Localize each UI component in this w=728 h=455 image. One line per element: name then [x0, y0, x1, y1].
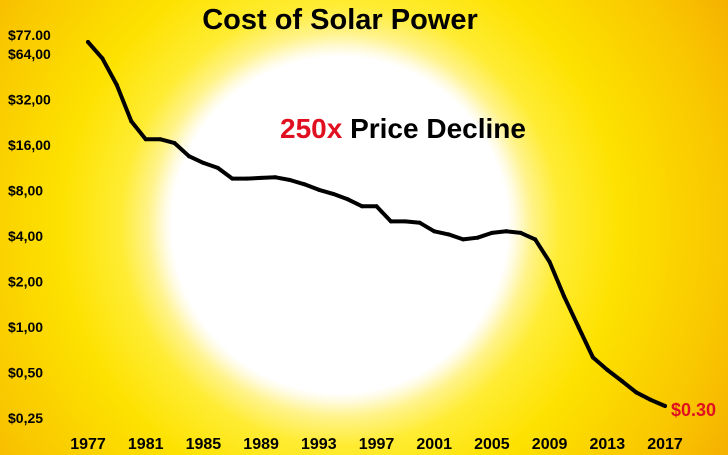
data-point [489, 230, 494, 235]
data-point [417, 220, 422, 225]
x-tick-label: 2017 [647, 436, 683, 453]
annotation-highlight: 250x [280, 113, 343, 144]
y-tick-label: $77.00 [8, 27, 51, 43]
data-point [432, 229, 437, 234]
y-tick-label: $1,00 [8, 319, 43, 335]
x-tick-label: 1981 [128, 436, 164, 453]
y-tick-label: $2,00 [8, 274, 43, 290]
data-point [518, 230, 523, 235]
data-point [316, 187, 321, 192]
data-point [114, 83, 119, 87]
x-axis-ticks: 1977 1981 1985 1989 1993 1997 2001 2005 2009 2013… [70, 436, 683, 453]
data-point [504, 229, 509, 234]
data-point [100, 56, 105, 61]
data-point [302, 182, 307, 187]
data-point [461, 237, 466, 242]
data-point [547, 259, 552, 264]
data-point [201, 160, 206, 165]
x-tick-label: 2005 [474, 436, 510, 453]
price-decline-annotation: 250x Price Decline [280, 113, 526, 145]
y-tick-label: $8,00 [8, 183, 43, 199]
data-point [287, 178, 292, 182]
data-point [446, 232, 451, 237]
x-tick-label: 2001 [416, 436, 452, 453]
x-tick-label: 1977 [70, 436, 106, 453]
y-tick-label: $16,00 [8, 137, 51, 153]
y-axis-ticks: $77.00 $64,00 $32,00 $16,00 $8,00 $4,00 $2,00 $… [8, 27, 51, 426]
data-point [648, 397, 653, 402]
data-point [230, 176, 235, 181]
x-tick-label: 1985 [186, 436, 222, 453]
data-point [619, 378, 624, 383]
data-point [605, 367, 610, 372]
series-line [86, 40, 667, 408]
data-point [403, 219, 408, 224]
data-point [345, 197, 350, 202]
y-tick-label: $32,00 [8, 92, 51, 108]
chart-title: Cost of Solar Power [202, 4, 478, 36]
data-point [158, 137, 163, 142]
data-point [273, 175, 278, 180]
data-point [663, 404, 667, 408]
x-tick-label: 1989 [243, 436, 279, 453]
data-point [533, 237, 538, 242]
x-tick-label: 1997 [359, 436, 395, 453]
y-tick-label: $0,25 [8, 410, 43, 426]
data-point [259, 175, 264, 180]
x-tick-label: 2013 [590, 436, 626, 453]
y-tick-label: $64,00 [8, 46, 51, 62]
x-tick-label: 2009 [532, 436, 568, 453]
data-point [143, 137, 148, 142]
annotation-text: Price Decline [350, 113, 526, 144]
data-point [388, 219, 393, 224]
x-tick-label: 1993 [301, 436, 337, 453]
y-tick-label: $0,50 [8, 365, 43, 381]
end-value-label: $0.30 [671, 400, 716, 420]
data-point [590, 355, 595, 360]
data-point [475, 235, 480, 240]
data-point [215, 165, 220, 170]
data-point [86, 40, 90, 44]
data-point [244, 176, 249, 181]
y-tick-label: $4,00 [8, 228, 43, 244]
end-label-group: $0.30 [671, 400, 716, 420]
series-group [86, 40, 667, 408]
data-point [360, 204, 365, 209]
data-point [331, 191, 336, 196]
data-point [634, 390, 639, 395]
data-point [187, 154, 191, 159]
data-point [129, 119, 134, 124]
data-point [576, 325, 581, 329]
data-point [562, 294, 566, 299]
data-point [374, 204, 379, 209]
data-point [172, 141, 177, 146]
